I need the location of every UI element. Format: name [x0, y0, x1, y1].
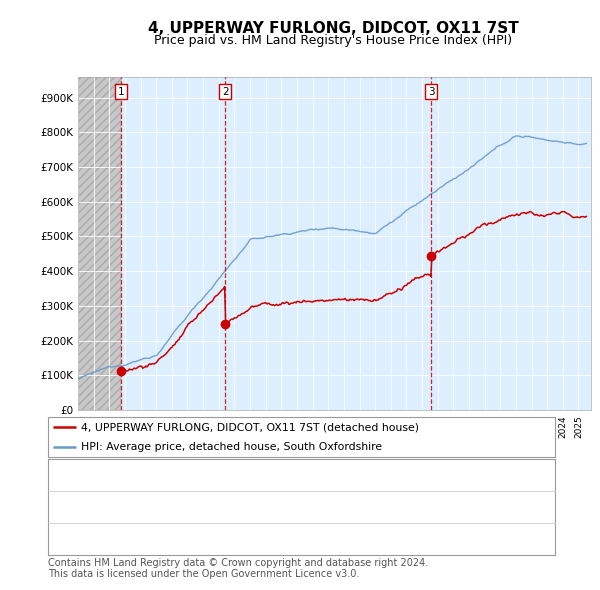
Bar — [78, 77, 121, 410]
Text: 2: 2 — [222, 87, 229, 97]
Text: 24% ↓ HPI: 24% ↓ HPI — [366, 532, 430, 545]
Text: £247,000: £247,000 — [252, 500, 309, 513]
Text: £445,000: £445,000 — [252, 532, 309, 545]
Text: £113,850: £113,850 — [252, 468, 309, 481]
Text: Contains HM Land Registry data © Crown copyright and database right 2024.
This d: Contains HM Land Registry data © Crown c… — [48, 558, 428, 579]
Text: Price paid vs. HM Land Registry's House Price Index (HPI): Price paid vs. HM Land Registry's House … — [154, 34, 512, 47]
Text: 31-MAY-2002: 31-MAY-2002 — [105, 500, 184, 513]
Text: 29-SEP-1995: 29-SEP-1995 — [105, 468, 184, 481]
Text: 31-JUL-2015: 31-JUL-2015 — [105, 532, 184, 545]
Text: 20% ↓ HPI: 20% ↓ HPI — [366, 500, 430, 513]
Text: 1: 1 — [59, 470, 67, 480]
Text: 3: 3 — [59, 534, 67, 543]
Text: 4, UPPERWAY FURLONG, DIDCOT, OX11 7ST: 4, UPPERWAY FURLONG, DIDCOT, OX11 7ST — [148, 21, 518, 35]
Text: 2: 2 — [59, 502, 67, 512]
Text: 4, UPPERWAY FURLONG, DIDCOT, OX11 7ST (detached house): 4, UPPERWAY FURLONG, DIDCOT, OX11 7ST (d… — [81, 422, 419, 432]
Text: HPI: Average price, detached house, South Oxfordshire: HPI: Average price, detached house, Sout… — [81, 442, 382, 452]
FancyBboxPatch shape — [48, 417, 555, 457]
Text: 1: 1 — [118, 87, 124, 97]
Text: 3: 3 — [428, 87, 434, 97]
Text: 15% ↓ HPI: 15% ↓ HPI — [366, 468, 430, 481]
